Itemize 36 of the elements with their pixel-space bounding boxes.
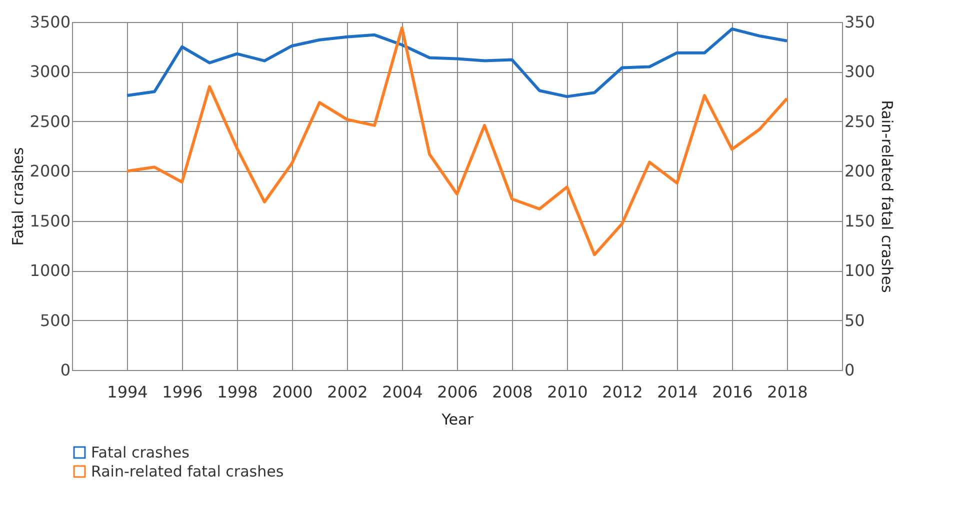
y2-tick-label: 50 xyxy=(844,310,865,330)
legend-label: Rain-related fatal crashes xyxy=(91,462,284,480)
y-tick-label: 2000 xyxy=(30,162,70,181)
y2-tick-label: 350 xyxy=(844,12,876,32)
x-tick-label: 1996 xyxy=(162,382,203,402)
y-tick-label: 3500 xyxy=(30,12,70,32)
x-tick-label: 2014 xyxy=(657,382,698,402)
x-tick-label: 2008 xyxy=(492,382,533,402)
y2-tick-label: 200 xyxy=(844,162,876,181)
y2-tick-label: 100 xyxy=(844,261,876,280)
x-tick-label: 2010 xyxy=(547,382,588,402)
line-series xyxy=(126,26,788,256)
y2-tick-label: 250 xyxy=(844,112,876,131)
y-tick-label: 500 xyxy=(40,310,70,330)
y2-tick-label: 0 xyxy=(844,360,855,380)
x-tick-label: 1998 xyxy=(217,382,258,402)
y-tick-label: 1500 xyxy=(30,211,70,230)
y2-tick-label: 150 xyxy=(844,211,876,230)
y2-axis-title: Rain-related fatal crashes xyxy=(878,100,896,294)
y-axis-title: Fatal crashes xyxy=(8,147,27,246)
x-tick-label: 2002 xyxy=(327,382,368,402)
y-tick-label: 1000 xyxy=(30,261,70,280)
y-tick-label: 0 xyxy=(60,360,70,380)
y-tick-label: 3000 xyxy=(30,62,70,82)
x-tick-label: 2000 xyxy=(272,382,313,402)
y2-tick-label: 300 xyxy=(844,62,876,82)
x-tick-label: 1994 xyxy=(107,382,148,402)
x-axis-title: Year xyxy=(440,410,474,428)
x-tick-label: 2016 xyxy=(712,382,753,402)
x-tick-label: 2018 xyxy=(767,382,808,402)
y-tick-label: 2500 xyxy=(30,112,70,131)
x-tick-label: 2004 xyxy=(382,382,423,402)
x-tick-label: 2012 xyxy=(602,382,643,402)
legend-label: Fatal crashes xyxy=(91,444,190,462)
line-series xyxy=(126,27,788,98)
x-tick-label: 2006 xyxy=(437,382,478,402)
